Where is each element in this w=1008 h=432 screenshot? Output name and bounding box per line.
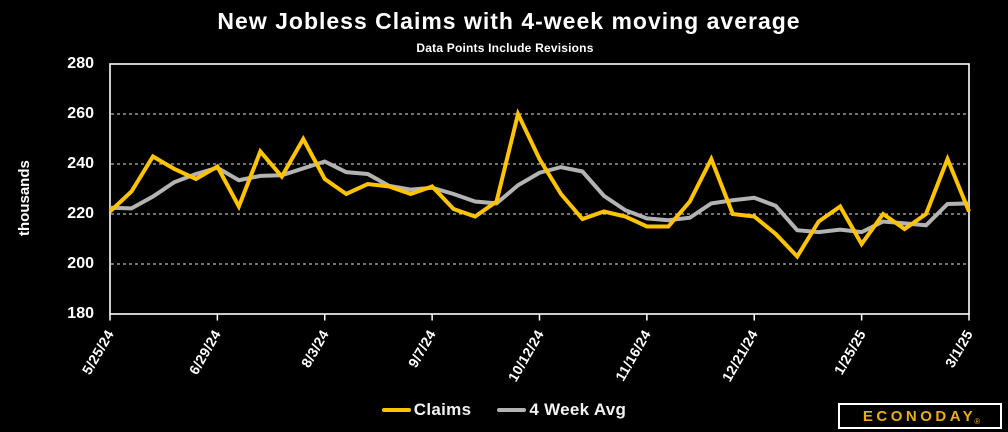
x-tick-label: 11/16/24 — [611, 327, 654, 384]
registered-trademark-icon: ® — [974, 417, 981, 426]
y-tick-label: 200 — [67, 255, 94, 272]
x-tick-label: 8/3/24 — [297, 327, 332, 371]
legend-item-avg: 4 Week Avg — [497, 400, 626, 420]
y-tick-label: 240 — [67, 155, 94, 172]
y-tick-label: 260 — [67, 105, 94, 122]
legend-label-avg: 4 Week Avg — [529, 400, 627, 419]
x-tick-label: 6/29/24 — [186, 327, 225, 378]
y-tick-label: 180 — [67, 305, 94, 322]
econoday-logo-text: ECONODAY — [862, 407, 977, 425]
x-tick-label: 10/12/24 — [504, 327, 547, 385]
econoday-logo: ECONODAY ® — [838, 403, 1002, 429]
x-tick-label: 9/7/24 — [404, 327, 440, 371]
y-tick-label: 220 — [67, 205, 94, 222]
avg-line-swatch — [497, 408, 527, 412]
plot-frame — [109, 63, 970, 315]
chart-subtitle: Data Points Include Revisions — [416, 41, 594, 55]
chart-title: New Jobless Claims with 4-week moving av… — [217, 8, 801, 34]
four-week-avg-line — [109, 159, 970, 235]
legend-item-claims: Claims — [381, 400, 472, 420]
x-tick-label: 12/21/24 — [718, 327, 762, 385]
x-tick-marks — [109, 314, 970, 321]
gridlines — [111, 113, 968, 265]
y-tick-label: 280 — [67, 55, 94, 72]
x-axis-tick-labels: 5/25/24 6/29/24 8/3/24 9/7/24 10/12/24 11/16/… — [0, 320, 1008, 410]
claims-line — [108, 108, 971, 260]
x-tick-label: 3/1/25 — [941, 327, 976, 371]
x-tick-label: 5/25/24 — [78, 327, 117, 378]
x-tick-label: 1/25/25 — [830, 327, 869, 378]
claims-line-swatch — [381, 408, 411, 412]
legend-label-claims: Claims — [413, 400, 472, 419]
legend: Claims 4 Week Avg — [0, 398, 1008, 422]
